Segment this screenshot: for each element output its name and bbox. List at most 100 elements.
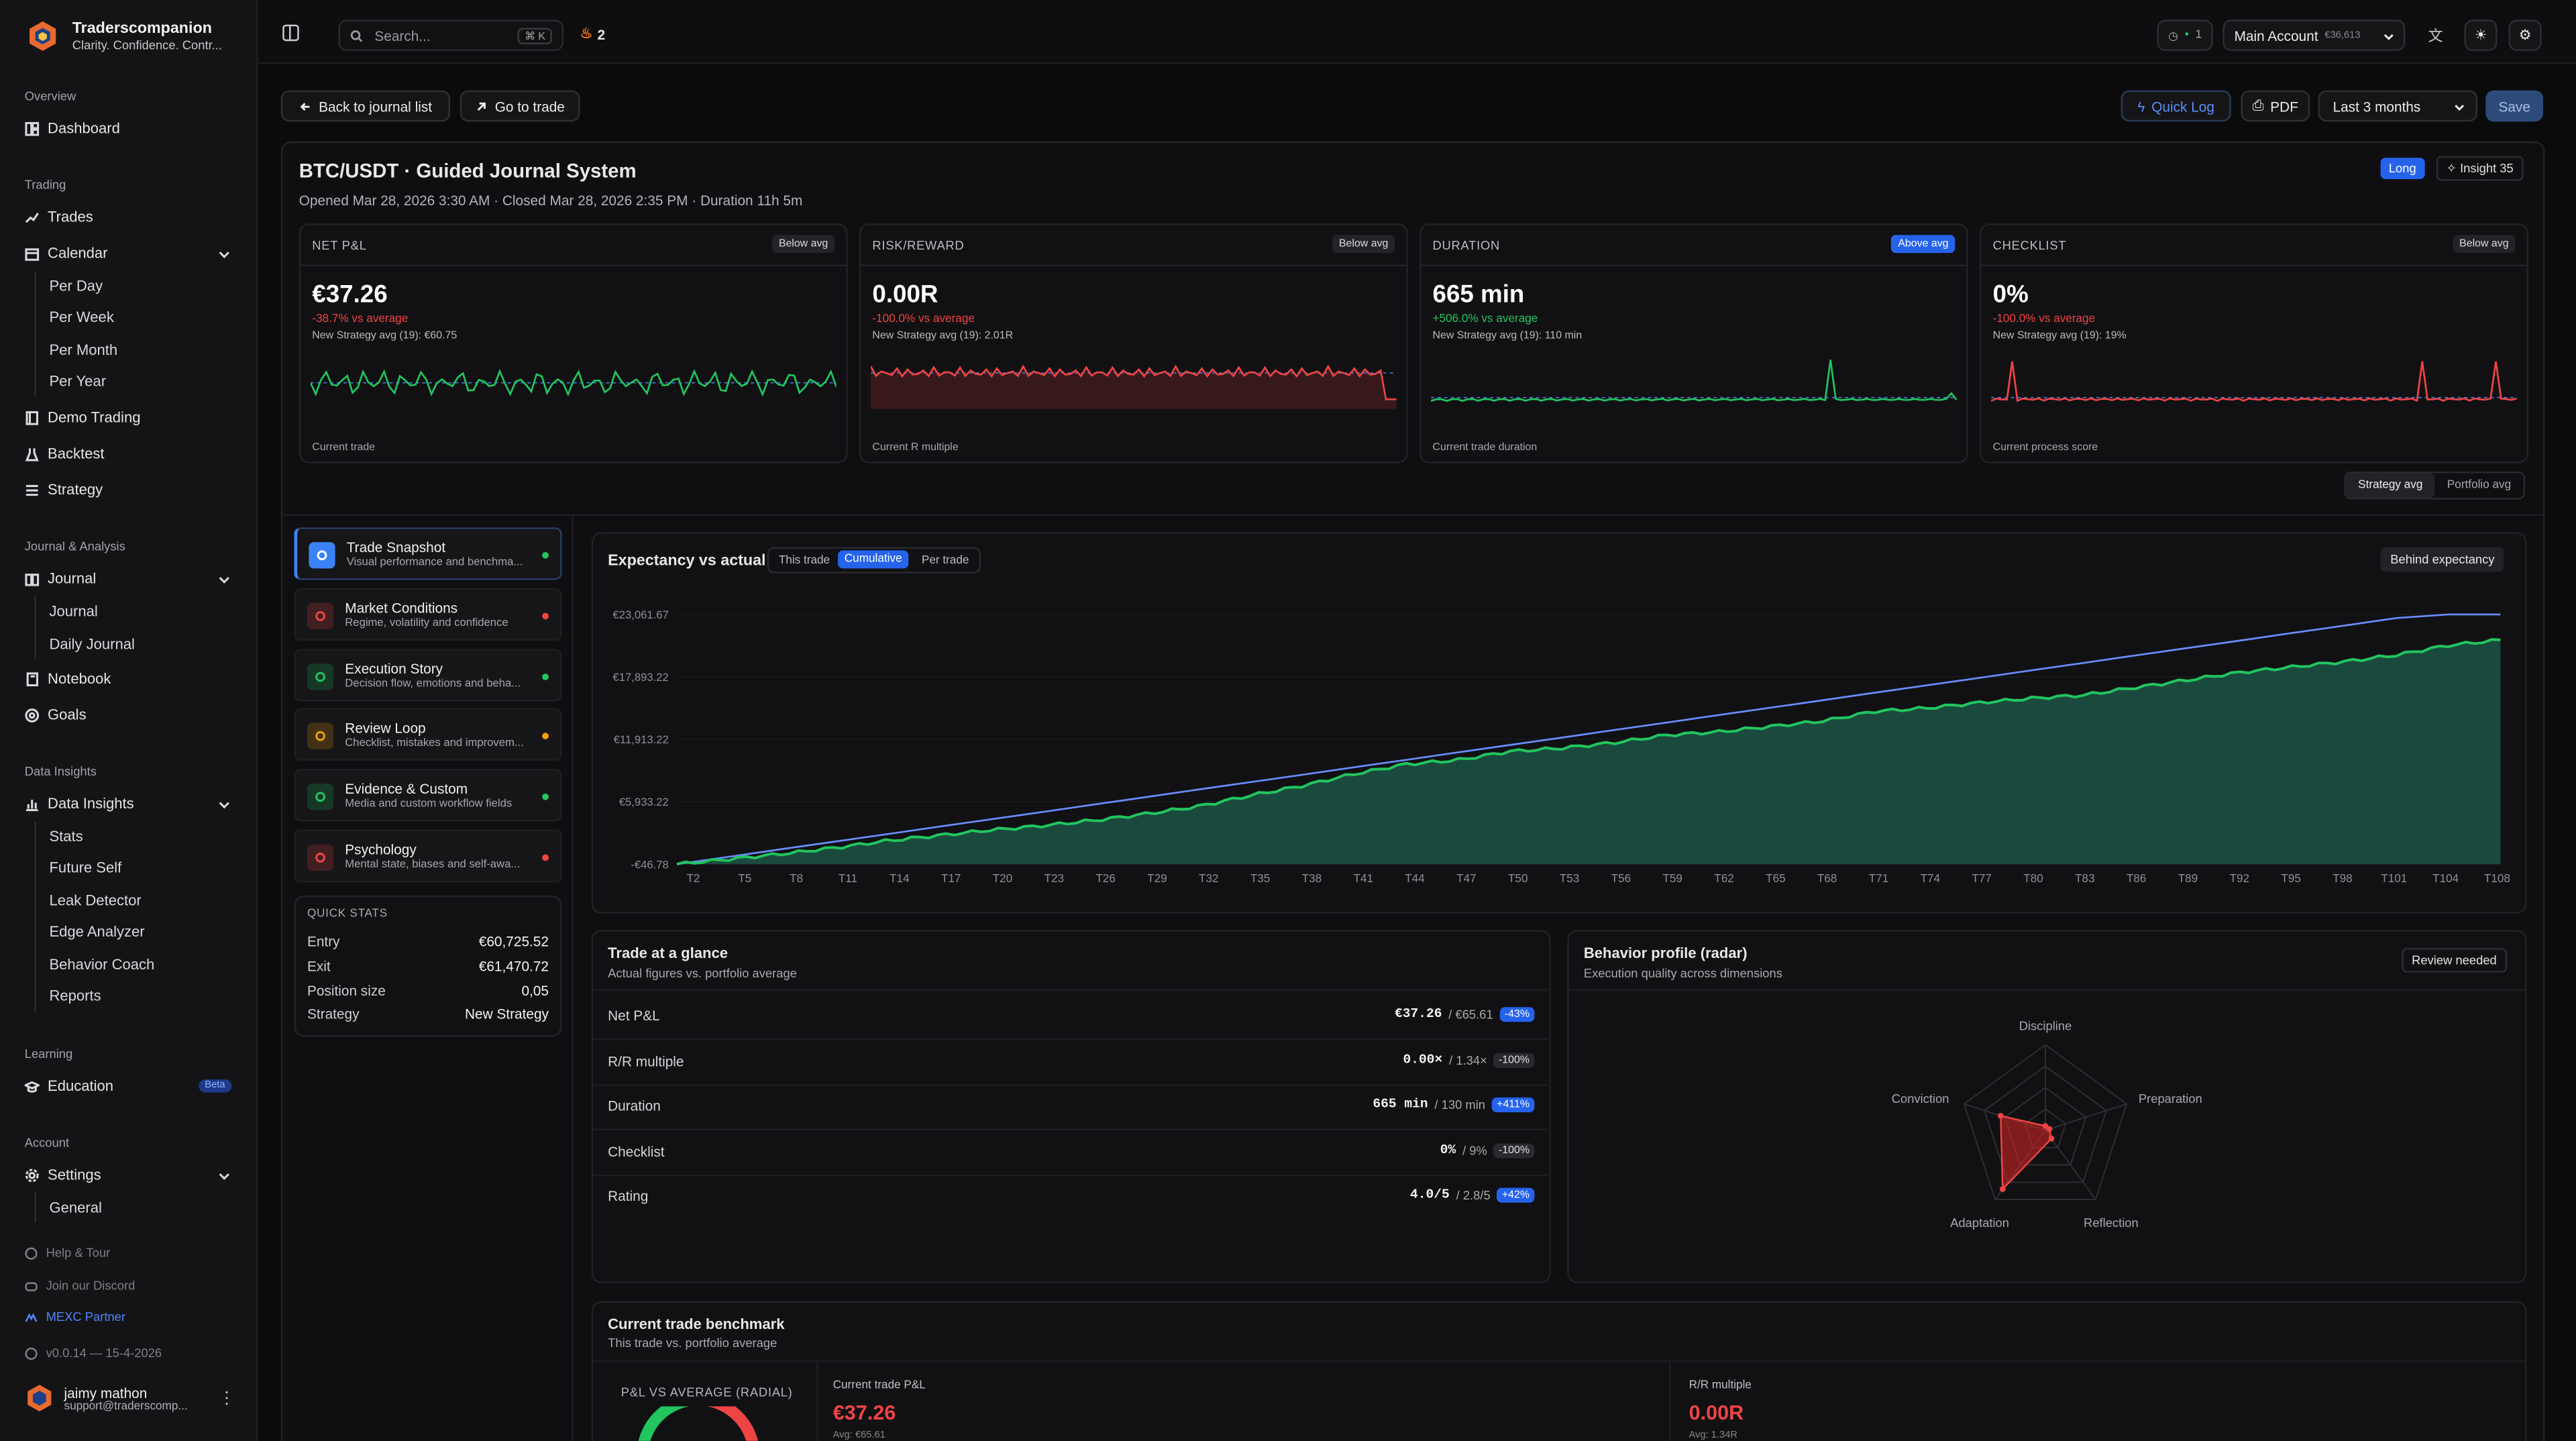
- nav-trades[interactable]: Trades: [25, 209, 232, 225]
- nav-per-week[interactable]: Per Week: [49, 309, 114, 325]
- portfolio-avg-tab[interactable]: Portfolio avg: [2447, 480, 2512, 492]
- nav-journal[interactable]: Journal: [25, 570, 232, 586]
- actual-line: [676, 638, 2501, 866]
- info-icon: [25, 1346, 38, 1359]
- nav-per-year[interactable]: Per Year: [49, 372, 107, 390]
- nav-per-day[interactable]: Per Day: [49, 277, 103, 295]
- go-to-trade-button[interactable]: Go to trade: [460, 90, 580, 122]
- kpi-label: NET P&L: [312, 238, 367, 254]
- avg-toggle: Strategy avg Portfolio avg: [2344, 471, 2526, 500]
- strategy-avg-tab[interactable]: Strategy avg: [2346, 473, 2435, 498]
- divider: [593, 1128, 1548, 1130]
- translate-icon[interactable]: 文: [2428, 28, 2443, 45]
- mode-per-trade[interactable]: Per trade: [921, 555, 969, 567]
- section-title: Market Conditions: [345, 599, 458, 617]
- side-badge: Long: [2380, 158, 2424, 179]
- expected-line: [676, 613, 2501, 865]
- x-tick-label: T41: [1353, 871, 1373, 885]
- mode-cumulative[interactable]: Cumulative: [837, 550, 909, 569]
- save-button[interactable]: Save: [2485, 90, 2544, 122]
- x-tick-label: T17: [941, 871, 961, 885]
- search-input[interactable]: Search... ⌘ K: [338, 19, 564, 51]
- mode-this-trade[interactable]: This trade: [778, 555, 830, 567]
- brand[interactable]: Traderscompanion Clarity. Confidence. Con…: [26, 19, 222, 52]
- section-tile-trade-snapshot[interactable]: Trade Snapshot Visual performance and be…: [294, 527, 562, 580]
- section-title: Psychology: [345, 841, 417, 858]
- nav-daily-journal[interactable]: Daily Journal: [49, 635, 135, 653]
- nav-dashboard-label: Dashboard: [48, 119, 120, 137]
- theme-toggle[interactable]: ☀: [2464, 19, 2498, 51]
- version-label: v0.0.14 — 15-4-2026: [46, 1345, 162, 1360]
- section-tile-evidence-custom[interactable]: Evidence & Custom Media and custom workf…: [294, 769, 562, 822]
- nav-demo-trading[interactable]: Demo Trading: [25, 409, 232, 425]
- insight-badge[interactable]: ✧ Insight 35: [2436, 156, 2524, 181]
- y-tick-label: -€46.78: [631, 858, 668, 871]
- user-profile[interactable]: jaimy mathon support@traderscomp... ⋮: [25, 1383, 235, 1413]
- avatar-icon: [28, 1385, 52, 1411]
- back-button[interactable]: Back to journal list: [280, 90, 451, 122]
- help-icon: [25, 1246, 38, 1259]
- x-tick-label: T101: [2381, 871, 2407, 885]
- glance-value: 0.00×: [1403, 1053, 1443, 1068]
- section-tile-review-loop[interactable]: Review Loop Checklist, mistakes and impr…: [294, 708, 562, 761]
- range-select[interactable]: Last 3 months: [2318, 90, 2478, 122]
- nav-goals[interactable]: Goals: [25, 706, 232, 723]
- kpi-badge: Above avg: [1891, 235, 1955, 254]
- notification-button[interactable]: ◷ • 1: [2157, 19, 2213, 51]
- status-dot: [542, 612, 549, 620]
- sidebar-toggle-icon[interactable]: [282, 24, 299, 42]
- streak-counter[interactable]: ♨ 2: [580, 25, 605, 43]
- quick-log-button[interactable]: ϟ Quick Log: [2121, 90, 2231, 122]
- account-select[interactable]: Main Account €36,613: [2222, 19, 2406, 51]
- section-account: Account: [24, 1135, 70, 1151]
- nav-per-month[interactable]: Per Month: [49, 341, 118, 358]
- kpi-value: 0%: [1992, 280, 2029, 309]
- nav-dashboard[interactable]: Dashboard: [25, 120, 232, 136]
- nav-leak-detector[interactable]: Leak Detector: [49, 892, 142, 909]
- nav-behavior-coach[interactable]: Behavior Coach: [49, 956, 155, 973]
- mexc-link[interactable]: MEXC Partner: [25, 1310, 125, 1324]
- discord-link[interactable]: Join our Discord: [25, 1278, 136, 1293]
- x-tick-label: T71: [1869, 871, 1889, 885]
- nav-reports[interactable]: Reports: [49, 987, 101, 1004]
- section-tile-market-conditions[interactable]: Market Conditions Regime, volatility and…: [294, 588, 562, 641]
- section-tile-execution-story[interactable]: Execution Story Decision flow, emotions …: [294, 649, 562, 702]
- more-vertical-icon[interactable]: ⋮: [218, 1389, 235, 1407]
- help-link[interactable]: Help & Tour: [25, 1245, 110, 1260]
- nav-data-insights-label: Data Insights: [48, 795, 134, 812]
- section-title: Execution Story: [345, 660, 443, 677]
- nav-stats[interactable]: Stats: [49, 828, 83, 845]
- chevron-down-icon: [219, 250, 229, 258]
- nav-general[interactable]: General: [49, 1199, 102, 1216]
- streak-count: 2: [597, 25, 606, 42]
- nav-notebook[interactable]: Notebook: [25, 670, 232, 687]
- nav-notebook-label: Notebook: [48, 670, 111, 687]
- pdf-button[interactable]: ⎙ PDF: [2241, 90, 2310, 122]
- divider: [593, 1038, 1548, 1040]
- radar-point: [2042, 1123, 2049, 1129]
- radial-label: P&L VS AVERAGE (RADIAL): [621, 1385, 793, 1400]
- nav-journal-sub[interactable]: Journal: [49, 602, 98, 620]
- section-desc: Visual performance and benchma...: [346, 557, 523, 569]
- bar-chart-icon: [25, 798, 38, 810]
- radar-axis-label: Conviction: [1892, 1091, 1949, 1106]
- x-tick-label: T59: [1662, 871, 1682, 885]
- nav-future-self[interactable]: Future Self: [49, 859, 122, 876]
- nav-backtest[interactable]: Backtest: [25, 445, 232, 462]
- radar-point: [2046, 1126, 2053, 1132]
- nav-data-insights[interactable]: Data Insights: [25, 795, 232, 812]
- nav-edge-analyzer[interactable]: Edge Analyzer: [49, 923, 145, 940]
- section-tile-psychology[interactable]: Psychology Mental state, biases and self…: [294, 829, 562, 883]
- nav-calendar[interactable]: Calendar: [25, 245, 232, 261]
- settings-button[interactable]: ⚙: [2508, 19, 2542, 51]
- calendar-icon: [25, 247, 40, 260]
- nav-education[interactable]: Education Beta: [24, 1078, 232, 1094]
- nav-settings[interactable]: Settings: [25, 1167, 232, 1183]
- section-desc: Mental state, biases and self-awa...: [345, 859, 521, 871]
- section-desc: Checklist, mistakes and improvem...: [345, 737, 524, 749]
- behavior-subtitle: Execution quality across dimensions: [1583, 966, 1782, 981]
- topbar: Search... ⌘ K ♨ 2 ◷ • 1 Main Account €36,613…: [258, 0, 2576, 64]
- kpi-value: 0.00R: [872, 280, 938, 309]
- kpi-value: 665 min: [1432, 280, 1525, 309]
- nav-strategy[interactable]: Strategy: [25, 482, 232, 498]
